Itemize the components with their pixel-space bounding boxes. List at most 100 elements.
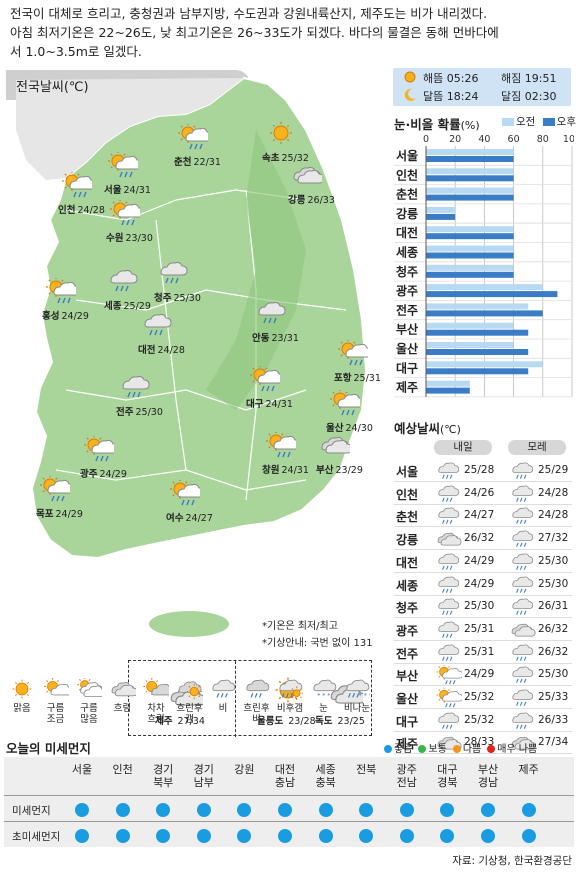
dust-level-indicator — [196, 829, 211, 843]
city-temp: 26/33 — [307, 195, 335, 206]
city-label: 부산 23/29 — [316, 462, 363, 476]
map-notes: *기온은 최저/최고 *기상안내: 국번 없이 131 — [262, 618, 373, 652]
jeju-shape — [149, 611, 229, 637]
category-label: 광주 — [396, 283, 418, 298]
dust-level-dot — [452, 745, 461, 753]
forecast-temp-day1: 24/29 — [464, 554, 495, 567]
rain-icon — [512, 462, 534, 479]
sunny-icon — [12, 679, 32, 699]
category-label: 대구 — [396, 361, 418, 375]
cloudy-icon — [511, 623, 536, 637]
city-temp: 24/28 — [157, 345, 185, 356]
table-divider — [4, 821, 574, 822]
bar-am — [426, 187, 514, 194]
svg-text:*: * — [364, 693, 367, 699]
dust-level-indicator — [399, 829, 414, 843]
forecast-city: 인천 — [396, 487, 419, 502]
city-weather-icon — [256, 300, 286, 326]
partly-cloudy-rain-icon — [266, 431, 301, 458]
island-temp: 23/25 — [337, 716, 365, 727]
forecast-temp-day2: 25/30 — [538, 668, 569, 681]
city-name: 청주 — [154, 293, 172, 304]
cloudy-icon — [511, 737, 536, 750]
legend-item: 흐린후 비 — [241, 678, 273, 725]
dust-level-indicator — [440, 803, 455, 817]
rain-icon — [438, 462, 460, 479]
city-label: 세종 25/29 — [104, 298, 151, 312]
city-temp: 24/27 — [185, 513, 213, 524]
moonrise-time: 18:24 — [446, 90, 479, 103]
forecast-temp-day1: 25/28 — [464, 464, 495, 476]
legend-swatch-pm — [542, 118, 555, 126]
city-temp: 24/31 — [123, 185, 151, 196]
forecast-temp-day2: 27/34 — [538, 736, 569, 749]
gradually-cloudy-icon — [143, 678, 169, 696]
rain-then-clear-icon — [279, 679, 303, 700]
forecast-icon-day1 — [434, 620, 462, 644]
sunset-time: 19:51 — [524, 72, 557, 85]
forecast-icon-day2 — [508, 552, 536, 576]
partly-cloudy-rain-icon — [46, 277, 81, 304]
intro-line: 아침 최저기온은 22~26도, 낮 최고기온은 26~33도가 되겠다. 바다… — [10, 25, 499, 40]
forecast-icon-day1 — [434, 461, 462, 485]
city-name: 서울 — [104, 185, 122, 196]
legend-label: 흐림 — [113, 703, 132, 714]
city-label: 울산 24/30 — [326, 420, 373, 434]
legend-label: 흐린후 비 — [243, 703, 270, 725]
forecast-city: 광주 — [396, 623, 419, 638]
bar-am — [426, 264, 514, 271]
x-tick-label: 80 — [537, 134, 549, 145]
intro-text: 전국이 대체로 흐리고, 충청권과 남부지방, 수도권과 강원내륙산지, 제주도… — [10, 4, 572, 61]
forecast-row: 울산 25/32 25/33 — [394, 687, 572, 709]
forecast-temp-day1: 24/29 — [464, 668, 495, 681]
dust-level-label: 좋음 — [394, 744, 413, 755]
dust-level-indicator — [237, 803, 252, 817]
cloudy-icon — [111, 682, 136, 697]
bar-pm — [426, 252, 514, 259]
rain-icon — [160, 261, 188, 284]
region-border — [55, 189, 347, 501]
bar-am — [426, 206, 456, 213]
legend-item: 구름 많음 — [73, 678, 105, 725]
forecast-temp-day1: 25/30 — [464, 600, 495, 613]
x-tick-label: 0 — [423, 134, 429, 145]
forecast-city: 제주 — [396, 737, 419, 752]
bar-am — [426, 149, 514, 155]
moonset-label: 달짐 — [501, 90, 522, 103]
partly-cloudy-rain-icon — [84, 435, 119, 462]
city-temp: 23/31 — [271, 333, 299, 344]
bar-pm — [426, 175, 514, 182]
forecast-temp-day2: 24/28 — [538, 486, 569, 499]
rain-icon — [122, 375, 150, 398]
legend-item: 맑음 — [6, 678, 38, 714]
forecast-icon-day1 — [434, 529, 462, 553]
bar-am — [426, 361, 543, 368]
city-temp: 22/31 — [193, 157, 221, 168]
dust-level-indicator — [481, 829, 495, 843]
city-label: 광주 24/29 — [80, 466, 127, 480]
sunrise-time: 05:26 — [446, 72, 479, 85]
category-label: 울산 — [396, 341, 418, 356]
forecast-icon-day1 — [434, 664, 464, 689]
dust-region-header: 서울 — [71, 763, 93, 776]
city-weather-icon — [250, 365, 285, 392]
city-temp: 23/29 — [335, 465, 363, 476]
sunrise-label: 해뜸 — [423, 72, 444, 85]
forecast-row: 세종 24/29 25/30 — [394, 574, 572, 596]
bar-pm — [426, 368, 529, 375]
city-label: 대구 24/31 — [246, 396, 293, 410]
forecast-temp-day1: 24/29 — [464, 577, 495, 590]
bar-am — [426, 322, 514, 329]
city-temp: 24/28 — [77, 205, 105, 216]
rain-icon — [512, 689, 534, 706]
forecast-temp-day1: 25/32 — [464, 691, 495, 703]
city-label: 인천 24/28 — [58, 202, 105, 216]
forecast-temp-day2: 25/30 — [538, 554, 569, 567]
note-line: *기상안내: 국번 없이 131 — [262, 638, 373, 649]
forecast-row: 부산 24/29 25/30 — [394, 664, 572, 689]
forecast-icon-day1 — [434, 687, 464, 712]
city-name: 세종 — [104, 301, 122, 312]
bar-am — [426, 226, 514, 233]
category-label: 대전 — [396, 225, 418, 240]
x-tick-label: 60 — [508, 134, 520, 145]
